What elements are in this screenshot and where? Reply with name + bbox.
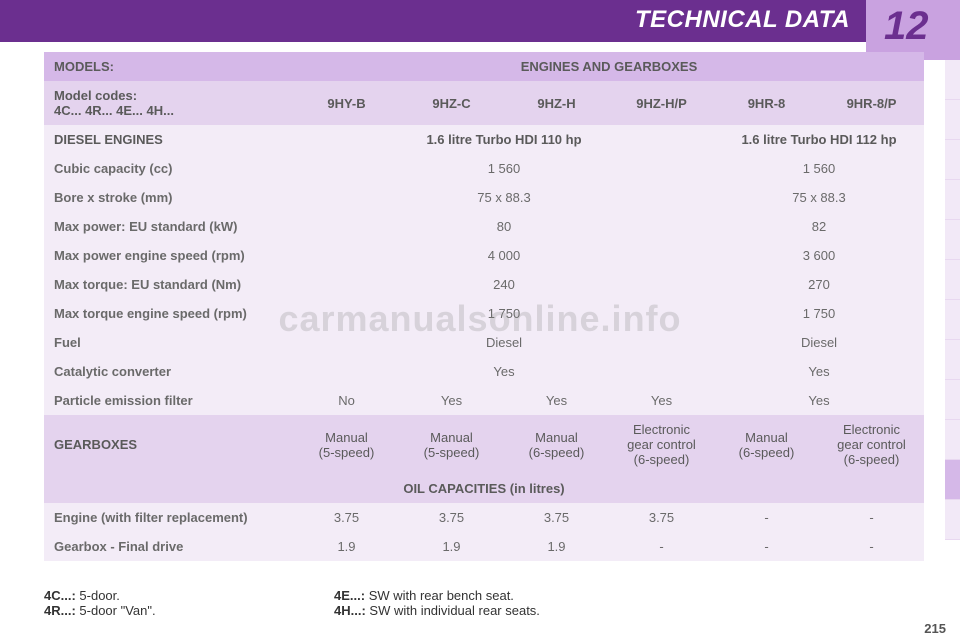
code-5: 9HR-8/P xyxy=(819,81,924,125)
spec-row: Catalytic converterYesYes xyxy=(44,357,924,386)
fn-b2-k: 4H...: xyxy=(334,603,366,618)
gear-label: GEARBOXES xyxy=(44,415,294,474)
oil-header: OIL CAPACITIES (in litres) xyxy=(44,474,924,503)
footnotes: 4C...: 5-door. 4R...: 5-door "Van". 4E..… xyxy=(44,588,924,618)
spec-row-particle: Particle emission filter No Yes Yes Yes … xyxy=(44,386,924,415)
chapter-badge: 12 xyxy=(866,0,960,60)
diesel-group-a: 1.6 litre Turbo HDI 110 hp xyxy=(294,125,714,154)
fn-b2-v: SW with individual rear seats. xyxy=(366,603,540,618)
content-area: MODELS: ENGINES AND GEARBOXES Model code… xyxy=(44,52,924,561)
fn-a2-v: 5-door "Van". xyxy=(76,603,156,618)
diesel-label: DIESEL ENGINES xyxy=(44,125,294,154)
spec-row: Max torque: EU standard (Nm)240270 xyxy=(44,270,924,299)
fn-a2-k: 4R...: xyxy=(44,603,76,618)
fn-b1-v: SW with rear bench seat. xyxy=(365,588,514,603)
row-oil-header: OIL CAPACITIES (in litres) xyxy=(44,474,924,503)
fn-a1-v: 5-door. xyxy=(76,588,120,603)
spec-row: Max torque engine speed (rpm)1 7501 750 xyxy=(44,299,924,328)
spec-row: FuelDieselDiesel xyxy=(44,328,924,357)
spec-table: MODELS: ENGINES AND GEARBOXES Model code… xyxy=(44,52,924,561)
page-title: TECHNICAL DATA xyxy=(635,6,850,34)
oil-row: Gearbox - Final drive 1.9 1.9 1.9 - - - xyxy=(44,532,924,561)
spec-row: Max power engine speed (rpm)4 0003 600 xyxy=(44,241,924,270)
code-1: 9HZ-C xyxy=(399,81,504,125)
code-4: 9HR-8 xyxy=(714,81,819,125)
spec-row: Cubic capacity (cc)1 5601 560 xyxy=(44,154,924,183)
code-2: 9HZ-H xyxy=(504,81,609,125)
page-number: 215 xyxy=(924,621,946,636)
diesel-group-b: 1.6 litre Turbo HDI 112 hp xyxy=(714,125,924,154)
row-diesel: DIESEL ENGINES 1.6 litre Turbo HDI 110 h… xyxy=(44,125,924,154)
code-3: 9HZ-H/P xyxy=(609,81,714,125)
fn-a1-k: 4C...: xyxy=(44,588,76,603)
spec-row: Bore x stroke (mm)75 x 88.375 x 88.3 xyxy=(44,183,924,212)
row-gearboxes: GEARBOXES Manual (5-speed) Manual (5-spe… xyxy=(44,415,924,474)
chapter-number: 12 xyxy=(884,4,929,49)
fn-b1-k: 4E...: xyxy=(334,588,365,603)
models-label: MODELS: xyxy=(44,52,294,81)
row-models: MODELS: ENGINES AND GEARBOXES xyxy=(44,52,924,81)
side-tabs xyxy=(945,60,960,540)
spec-row: Max power: EU standard (kW)8082 xyxy=(44,212,924,241)
engines-header: ENGINES AND GEARBOXES xyxy=(294,52,924,81)
codes-label: Model codes: 4C... 4R... 4E... 4H... xyxy=(44,81,294,125)
row-codes: Model codes: 4C... 4R... 4E... 4H... 9HY… xyxy=(44,81,924,125)
oil-row: Engine (with filter replacement) 3.75 3.… xyxy=(44,503,924,532)
code-0: 9HY-B xyxy=(294,81,399,125)
